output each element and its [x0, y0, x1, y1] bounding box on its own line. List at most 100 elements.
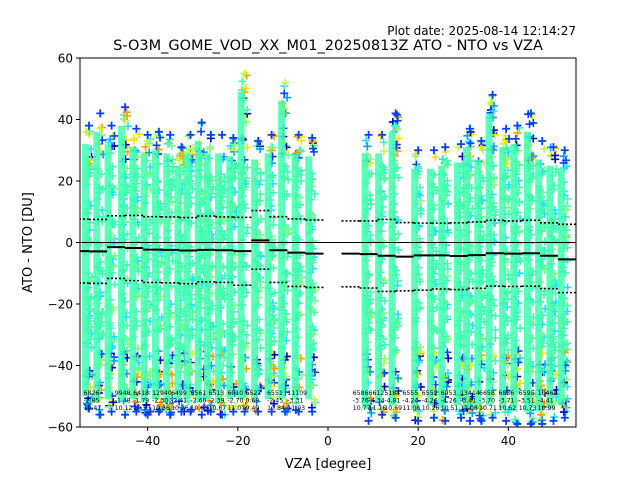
data-point — [376, 131, 385, 140]
data-point — [123, 112, 132, 121]
data-point — [110, 131, 119, 140]
stat-annotation: 10.76 — [171, 405, 189, 412]
stat-annotation: 10.86 — [152, 405, 170, 412]
stat-annotation: 10.67 — [209, 405, 227, 412]
scatter-column — [388, 109, 403, 422]
stat-annotation: 10.69 — [190, 405, 208, 412]
data-point — [488, 90, 497, 99]
data-point — [464, 137, 473, 146]
stat-annotation: -4.24 — [402, 398, 418, 405]
data-point — [551, 151, 560, 160]
data-point — [110, 280, 119, 289]
lower-series — [80, 268, 576, 294]
data-point — [242, 402, 251, 411]
data-point — [96, 109, 105, 118]
data-point — [550, 412, 559, 421]
data-point — [364, 416, 373, 425]
data-point — [121, 103, 130, 112]
scatter-column — [546, 143, 561, 425]
data-point — [379, 147, 388, 156]
data-point — [415, 407, 424, 416]
data-point — [85, 404, 94, 413]
stat-annotation: 10.47 — [84, 405, 102, 412]
data-point — [280, 89, 289, 98]
data-point — [429, 146, 438, 155]
stat-annotation: -3.41 — [460, 398, 476, 405]
data-point — [499, 139, 508, 148]
data-point — [267, 407, 276, 416]
scatter-column — [203, 130, 218, 416]
data-point — [466, 124, 475, 133]
stat-annotation: 6499 — [171, 390, 187, 397]
stat-annotation: -2.30 — [152, 398, 168, 405]
data-point — [242, 84, 251, 93]
stat-annotation: 6551 — [267, 390, 283, 397]
data-point — [560, 403, 569, 412]
stat-annotation: 10.71 — [479, 405, 497, 412]
data-point — [283, 93, 292, 102]
scatter-column — [474, 137, 489, 425]
data-point — [135, 130, 144, 139]
y-tick-label: 40 — [58, 113, 73, 127]
stat-annotation: 10.62 — [498, 405, 516, 412]
stat-annotation: 10.53 — [133, 405, 151, 412]
stat-annotation: 10.26 — [422, 405, 440, 412]
data-point — [477, 416, 486, 425]
data-point — [143, 130, 152, 139]
data-point — [206, 407, 215, 416]
data-point — [175, 156, 184, 165]
stat-annotation: 10.51 — [441, 405, 459, 412]
x-tick-label: −40 — [135, 434, 160, 448]
scatter-column — [557, 146, 572, 422]
stat-annotation: 6595 — [519, 390, 535, 397]
x-tick-label: 20 — [411, 434, 426, 448]
stat-annotation: 13414 — [460, 390, 480, 397]
data-point — [267, 130, 276, 139]
data-point — [239, 401, 248, 410]
data-point — [468, 409, 477, 418]
y-tick-label: −20 — [48, 298, 73, 312]
scatter-column — [278, 78, 293, 416]
data-point — [218, 130, 227, 139]
stat-annotation: 11.08 — [402, 405, 420, 412]
data-point — [441, 143, 450, 152]
stat-annotation: -4.34 — [369, 398, 385, 405]
x-tick-label: 40 — [501, 434, 516, 448]
y-axis-label: ATO - NTO [DU] — [21, 192, 36, 293]
y-axis: −60 −40 −20 0 20 40 60 — [48, 52, 80, 435]
data-point — [444, 334, 453, 343]
stat-annotation: 11.03 — [287, 405, 305, 412]
scatter-column — [510, 121, 525, 427]
data-point — [197, 127, 206, 136]
stat-annotation: 6826 — [84, 390, 100, 397]
stat-annotation: 10.99 — [538, 405, 556, 412]
chart-title: S-O3M_GOME_VOD_XX_M01_20250813Z ATO - NT… — [113, 38, 543, 54]
stat-annotation: 6555 — [402, 390, 418, 397]
stat-annotation: -2.41 — [171, 398, 187, 405]
data-point — [513, 128, 522, 137]
stat-annotation: 6658 — [479, 390, 495, 397]
data-point — [502, 124, 511, 133]
data-point — [229, 407, 238, 416]
data-point — [95, 124, 104, 133]
data-point — [394, 173, 403, 182]
stat-annotation: 10.77 — [353, 405, 371, 412]
data-point — [379, 138, 388, 147]
scatter-column — [375, 130, 390, 419]
stat-annotation: 10.73 — [519, 405, 537, 412]
data-point — [132, 124, 141, 133]
stat-annotation: -4.41 — [538, 398, 554, 405]
data-point — [206, 130, 215, 139]
scatter-column — [305, 133, 320, 416]
scatter-column — [291, 130, 306, 416]
data-point — [549, 143, 558, 152]
data-point — [240, 69, 249, 78]
scatter-column — [140, 130, 155, 419]
data-point — [411, 152, 420, 161]
data-point — [231, 402, 240, 411]
scatter-column — [215, 130, 229, 419]
stat-annotation: 6418 — [133, 390, 149, 397]
data-point — [270, 350, 279, 359]
stat-annotation: 12940 — [152, 390, 172, 397]
data-point — [538, 409, 547, 418]
